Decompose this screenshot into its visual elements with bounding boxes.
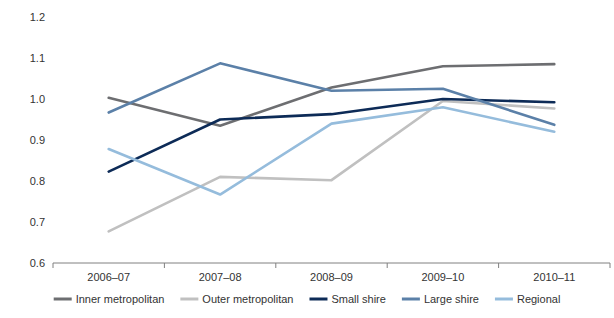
y-tick xyxy=(50,140,53,141)
chart: 0.6 0.7 0.8 0.9 1.0 1.1 1.2 2006–07 2007–08 2008–… xyxy=(0,0,614,318)
y-tick xyxy=(50,99,53,100)
legend-swatch xyxy=(54,298,72,301)
x-tick-label: 2009–10 xyxy=(421,271,464,283)
y-tick xyxy=(50,181,53,182)
y-tick-label: 1.1 xyxy=(30,52,45,64)
x-tick xyxy=(275,263,276,268)
legend: Inner metropolitan Outer metropolitan Smal… xyxy=(54,293,561,305)
y-tick xyxy=(50,222,53,223)
legend-swatch xyxy=(309,298,327,301)
x-tick-label: 2007–08 xyxy=(199,271,242,283)
legend-swatch xyxy=(402,298,420,301)
y-tick xyxy=(50,17,53,18)
legend-swatch xyxy=(495,298,513,301)
x-tick xyxy=(498,263,499,268)
x-tick xyxy=(610,263,611,268)
y-tick xyxy=(50,58,53,59)
x-tick xyxy=(53,263,54,268)
y-tick-label: 1.2 xyxy=(30,11,45,23)
y-tick-label: 0.7 xyxy=(30,216,45,228)
legend-label: Outer metropolitan xyxy=(202,293,293,305)
series-line xyxy=(109,63,555,125)
series-line xyxy=(109,101,555,231)
y-tick-label: 0.8 xyxy=(30,175,45,187)
legend-label: Small shire xyxy=(331,293,385,305)
x-tick xyxy=(164,263,165,268)
legend-swatch xyxy=(180,298,198,301)
series-line xyxy=(109,107,555,194)
y-tick-label: 0.9 xyxy=(30,134,45,146)
x-tick-label: 2006–07 xyxy=(87,271,130,283)
x-tick xyxy=(387,263,388,268)
legend-label: Inner metropolitan xyxy=(76,293,165,305)
lines xyxy=(109,63,555,231)
y-tick-label: 1.0 xyxy=(30,93,45,105)
series-line xyxy=(109,99,555,172)
y-tick-label: 0.6 xyxy=(30,257,45,269)
x-axis xyxy=(53,263,610,264)
x-tick-label: 2008–09 xyxy=(310,271,353,283)
x-tick-label: 2010–11 xyxy=(533,271,575,283)
legend-label: Large shire xyxy=(424,293,479,305)
legend-label: Regional xyxy=(517,293,560,305)
